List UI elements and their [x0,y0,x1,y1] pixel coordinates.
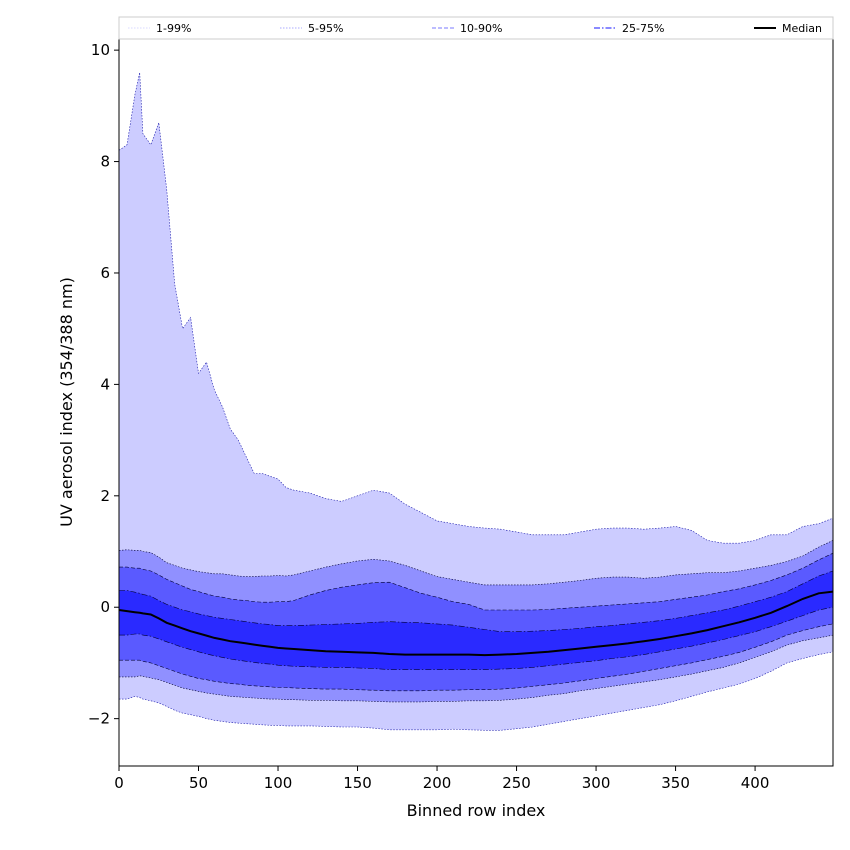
legend-label: 1-99% [156,22,191,35]
median-line [118,590,834,657]
x-tick-label: 400 [741,774,770,792]
x-axis-ticks: 0 50 100 150 200 250 300 350 400 [114,766,769,792]
legend-label: 25-75% [622,22,664,35]
band-edge-10-90%-upper [119,552,834,611]
median-layer [118,590,834,657]
x-tick-label: 200 [423,774,452,792]
band-edge-1-99%-upper [118,72,834,544]
x-axis-label: Binned row index [407,801,546,820]
band-edge-25-75%-upper [119,570,834,632]
legend-label: 5-95% [308,22,343,35]
y-tick-label: 0 [100,598,110,616]
band-edge-5-95%-lower [119,634,834,703]
x-tick-label: 0 [114,774,124,792]
legend-label: Median [782,22,822,35]
band-25-75% [119,571,833,670]
y-tick-label: 4 [100,375,110,393]
x-tick-label: 100 [264,774,293,792]
y-tick-label: 6 [100,264,110,282]
band-1-99% [119,72,833,731]
legend-label: 10-90% [460,22,502,35]
x-tick-label: 150 [343,774,372,792]
band-edge-25-75%-lower [119,606,834,670]
y-axis-label: UV aerosol index (354/388 nm) [57,277,76,527]
y-axis-ticks: −2 0 2 4 6 8 10 [88,41,119,728]
x-tick-label: 350 [661,774,690,792]
y-tick-label: −2 [88,710,110,728]
x-tick-label: 50 [189,774,208,792]
y-tick-label: 10 [91,41,110,59]
percentile-bands [118,72,834,731]
band-edge-10-90%-lower [119,623,834,692]
legend-box [118,16,834,40]
x-tick-label: 300 [582,774,611,792]
x-tick-label: 250 [502,774,531,792]
band-edge-1-99%-lower [119,651,834,731]
legend: 1-99% 5-95% 10-90% 25-75% Median [118,16,834,40]
y-tick-label: 2 [100,487,110,505]
y-tick-label: 8 [100,153,110,171]
